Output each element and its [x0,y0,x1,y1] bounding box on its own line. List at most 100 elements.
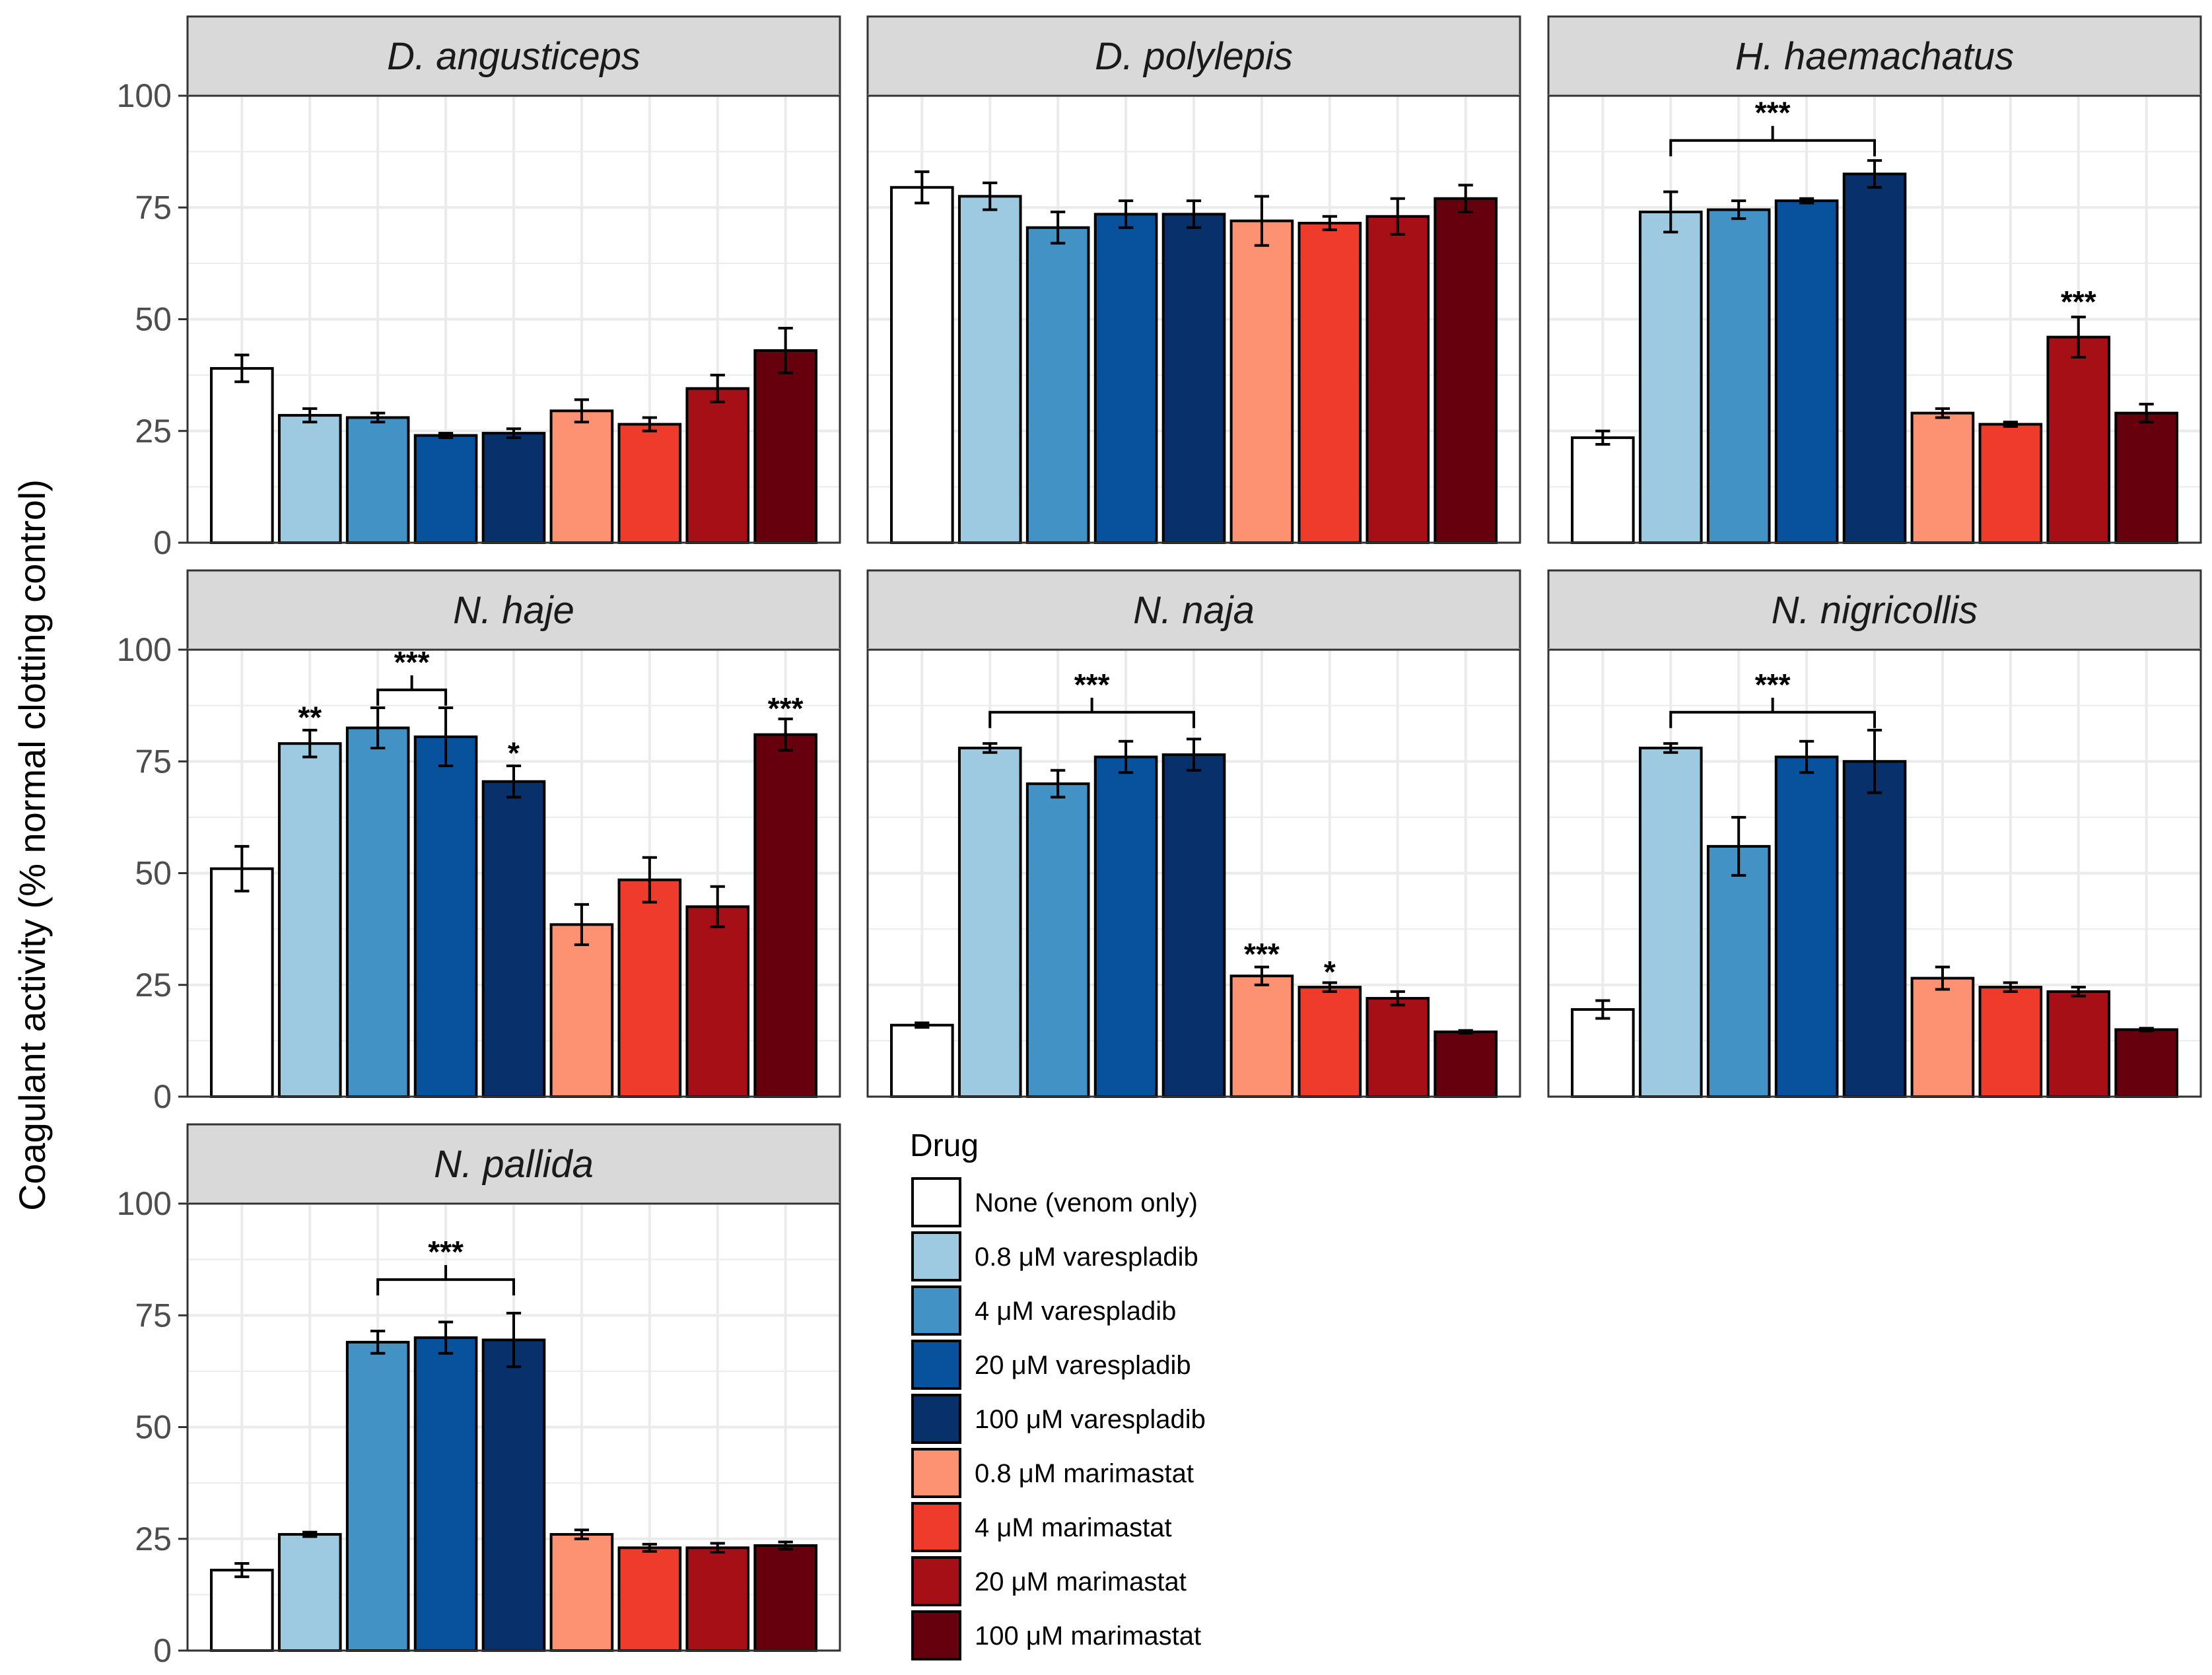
error-bar [642,856,657,904]
panel-border [1547,648,2202,1098]
error-bar [1867,728,1883,794]
bar [549,409,614,544]
error-bar [370,411,386,424]
error-bar [710,1542,725,1554]
legend-key [911,1556,961,1606]
bar [685,1546,750,1653]
bar [1365,215,1430,544]
panel-border [1547,94,2202,544]
y-tick-label: 0 [153,1078,172,1115]
error-bar [574,903,590,946]
error-bar [438,1320,454,1355]
bar [345,416,410,544]
legend-key [911,1177,961,1227]
bar [1025,782,1090,1098]
bar [957,195,1022,544]
panel-border [186,1202,841,1652]
strip-background [186,1123,841,1205]
bar [413,1336,478,1652]
bar [1706,844,1771,1098]
legend-label: 4 μM varespladib [975,1297,1176,1326]
panel-title: N. nigricollis [1772,589,1978,632]
bar [1571,1008,1635,1098]
bar [2114,411,2178,544]
y-tick-label: 50 [135,855,172,892]
error-bar [642,1542,657,1553]
bar [549,1532,614,1652]
strip-background [866,15,1521,97]
panel-title: N. naja [1133,589,1255,632]
legend-label: 20 μM varespladib [975,1351,1191,1380]
bar [1297,986,1362,1099]
significance-label: * [1324,955,1336,989]
bar [2046,335,2111,544]
bracket-line [376,675,448,706]
bar [277,1532,342,1652]
bar [890,1023,954,1099]
error-bar [2139,403,2154,424]
bar [481,1338,546,1652]
legend-entries: None (venom only) 0.8 μM varespladib 4 μM … [911,1177,1206,1660]
y-tick-label: 25 [135,413,172,450]
bar [277,742,342,1099]
error-bar [1595,999,1610,1020]
significance-label: *** [768,691,804,726]
error-bar [1458,184,1473,214]
error-bar [1322,215,1337,232]
error-bar [1867,159,1883,189]
bar [481,780,546,1098]
bar [1571,436,1635,545]
significance-bracket [376,675,448,706]
error-bar [2071,986,2086,998]
bar [1638,211,1703,544]
bar [413,434,478,545]
panel-border [186,94,841,544]
significance-label: ** [298,700,322,734]
legend-key [911,1285,961,1336]
bar [2046,990,2111,1099]
bar [617,1546,682,1653]
error-bar [1731,199,1746,221]
error-bar [2071,316,2086,359]
bar [549,923,614,1098]
bar [1093,213,1158,544]
y-tick-label: 50 [135,301,172,338]
legend-key [911,1502,961,1552]
bar [1706,208,1771,544]
legend-label: 100 μM marimastat [975,1622,1201,1651]
bar [1229,219,1294,544]
error-bar [778,327,793,374]
strip-background [866,569,1521,651]
error-bar [1799,197,1815,205]
error-bar [1254,965,1270,986]
error-bar [1458,1029,1473,1035]
strip-background [1547,569,2202,651]
error-bar [1051,211,1066,245]
significance-label: *** [1244,937,1280,971]
panel-n-nigricollis: N. nigricollis *** [1547,569,2202,1099]
significance-bracket [376,1265,515,1296]
bar [1297,221,1362,544]
bar [1161,753,1226,1098]
error-bar [1322,981,1337,993]
error-bar [302,1530,318,1538]
error-bar [1186,199,1202,229]
error-bar [1595,429,1610,446]
error-bar [1390,990,1405,1007]
legend-label: 4 μM marimastat [975,1513,1172,1542]
error-bar [915,1021,930,1029]
bar [210,366,274,544]
panel-title: D. polylepis [1095,35,1293,78]
y-tick-label: 75 [135,1297,172,1334]
legend-key [911,1394,961,1444]
error-bar [1731,815,1746,877]
bar [1365,997,1430,1099]
bar [1093,755,1158,1098]
y-tick-label: 100 [117,77,172,114]
bar [2114,1028,2178,1098]
error-bar [1799,739,1815,774]
bar [1910,976,1975,1098]
bar [957,746,1022,1098]
bar [1774,199,1839,545]
bar [210,1569,274,1652]
